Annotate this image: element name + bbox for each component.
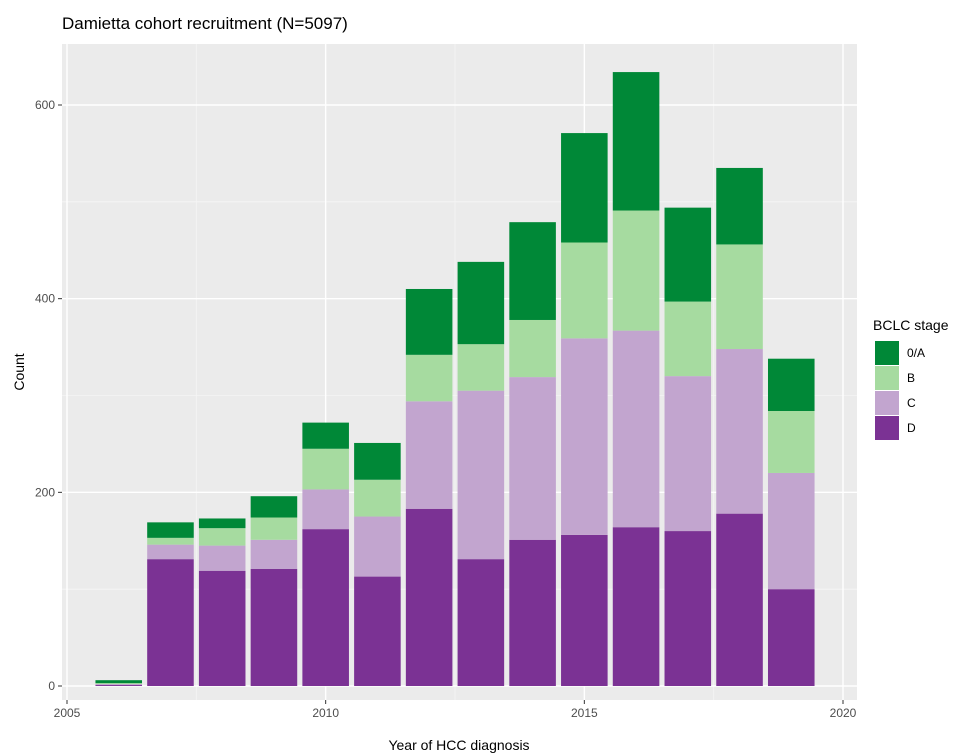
bar-2008-stage-d xyxy=(198,570,246,686)
bar-2009-stage-d xyxy=(250,568,298,686)
bar-2018-stage-b xyxy=(716,244,763,350)
bar-2019-stage-b xyxy=(767,410,815,473)
bar-2015-stage-0a xyxy=(561,133,608,243)
bar-2006-stage-b xyxy=(95,683,143,685)
grid-lines xyxy=(62,44,857,700)
bar-2019-stage-0a xyxy=(767,358,815,411)
bar-2019-stage-c xyxy=(767,472,815,590)
bar-2014-stage-d xyxy=(509,539,556,686)
bar-2013-stage-c xyxy=(457,390,505,560)
bar-2016-stage-d xyxy=(612,527,660,686)
bar-2011-stage-c xyxy=(354,516,401,577)
bar-2012-stage-0a xyxy=(405,288,453,355)
bar-2012-stage-b xyxy=(405,354,453,402)
bar-2014-stage-b xyxy=(509,319,556,378)
bar-2010-stage-c xyxy=(302,489,349,530)
bar-2007-stage-d xyxy=(147,559,194,686)
x-axis-title: Year of HCC diagnosis xyxy=(388,737,529,753)
bar-2013-stage-0a xyxy=(457,261,505,345)
bar-2006-stage-0a xyxy=(95,680,143,684)
y-axis: 0 200 400 600 xyxy=(35,98,62,693)
bar-2008-stage-c xyxy=(198,545,246,571)
x-axis: 2005 2010 2015 2020 xyxy=(54,700,857,720)
x-tick-label: 2020 xyxy=(830,706,857,720)
bar-2008-stage-0a xyxy=(198,518,246,529)
bar-2009-stage-b xyxy=(250,517,298,540)
bar-2006-stage-c xyxy=(95,684,143,686)
y-tick-label: 600 xyxy=(35,98,55,112)
bar-2013-stage-d xyxy=(457,559,505,686)
y-tick-label: 0 xyxy=(48,679,55,693)
legend-title: BCLC stage xyxy=(873,317,949,333)
bar-2017-stage-c xyxy=(664,376,712,532)
bar-2007-stage-c xyxy=(147,544,194,560)
legend-items: 0/A BCD xyxy=(875,341,925,440)
bar-2009-stage-c xyxy=(250,539,298,569)
bar-2018-stage-d xyxy=(716,513,763,686)
bar-2007-stage-0a xyxy=(147,522,194,538)
y-tick-label: 200 xyxy=(35,485,55,499)
bar-2008-stage-b xyxy=(198,528,246,546)
x-tick-label: 2010 xyxy=(312,706,339,720)
y-axis-title: Count xyxy=(11,353,27,390)
bar-2014-stage-c xyxy=(509,377,556,540)
bar-2007-stage-b xyxy=(147,537,194,545)
legend-swatch-d xyxy=(875,416,899,440)
bar-2017-stage-d xyxy=(664,531,712,686)
bar-2011-stage-d xyxy=(354,576,401,686)
bar-2018-stage-c xyxy=(716,349,763,514)
bar-2016-stage-c xyxy=(612,330,660,528)
legend-label-b: B xyxy=(907,371,915,385)
x-tick-label: 2015 xyxy=(571,706,598,720)
bar-2010-stage-0a xyxy=(302,422,349,449)
bar-2011-stage-0a xyxy=(354,442,401,480)
legend: BCLC stage 0/A BCD xyxy=(873,317,949,440)
bar-2010-stage-d xyxy=(302,529,349,686)
bar-2017-stage-0a xyxy=(664,207,712,302)
bar-2012-stage-c xyxy=(405,401,453,509)
bar-2016-stage-0a xyxy=(612,72,660,211)
bar-2014-stage-0a xyxy=(509,222,556,320)
bar-2016-stage-b xyxy=(612,210,660,331)
bar-2015-stage-c xyxy=(561,338,608,535)
x-tick-label: 2005 xyxy=(54,706,81,720)
bar-2013-stage-b xyxy=(457,344,505,391)
bars xyxy=(95,72,815,686)
chart-title: Damietta cohort recruitment (N=5097) xyxy=(62,14,348,33)
bar-2019-stage-d xyxy=(767,589,815,686)
bar-2006-stage-d xyxy=(95,685,143,686)
legend-swatch-c xyxy=(875,391,899,415)
bar-2015-stage-b xyxy=(561,242,608,339)
y-tick-label: 400 xyxy=(35,292,55,306)
bar-2012-stage-d xyxy=(405,508,453,686)
legend-swatch-0a xyxy=(875,341,899,365)
bar-2011-stage-b xyxy=(354,479,401,517)
bar-2009-stage-0a xyxy=(250,496,298,518)
bar-2018-stage-0a xyxy=(716,167,763,245)
legend-label-d: D xyxy=(907,421,916,435)
bar-2015-stage-d xyxy=(561,534,608,686)
bar-2017-stage-b xyxy=(664,301,712,377)
bar-2010-stage-b xyxy=(302,448,349,490)
legend-label-c: C xyxy=(907,396,916,410)
legend-swatch-b xyxy=(875,366,899,390)
legend-label-0a: 0/A xyxy=(907,346,925,360)
